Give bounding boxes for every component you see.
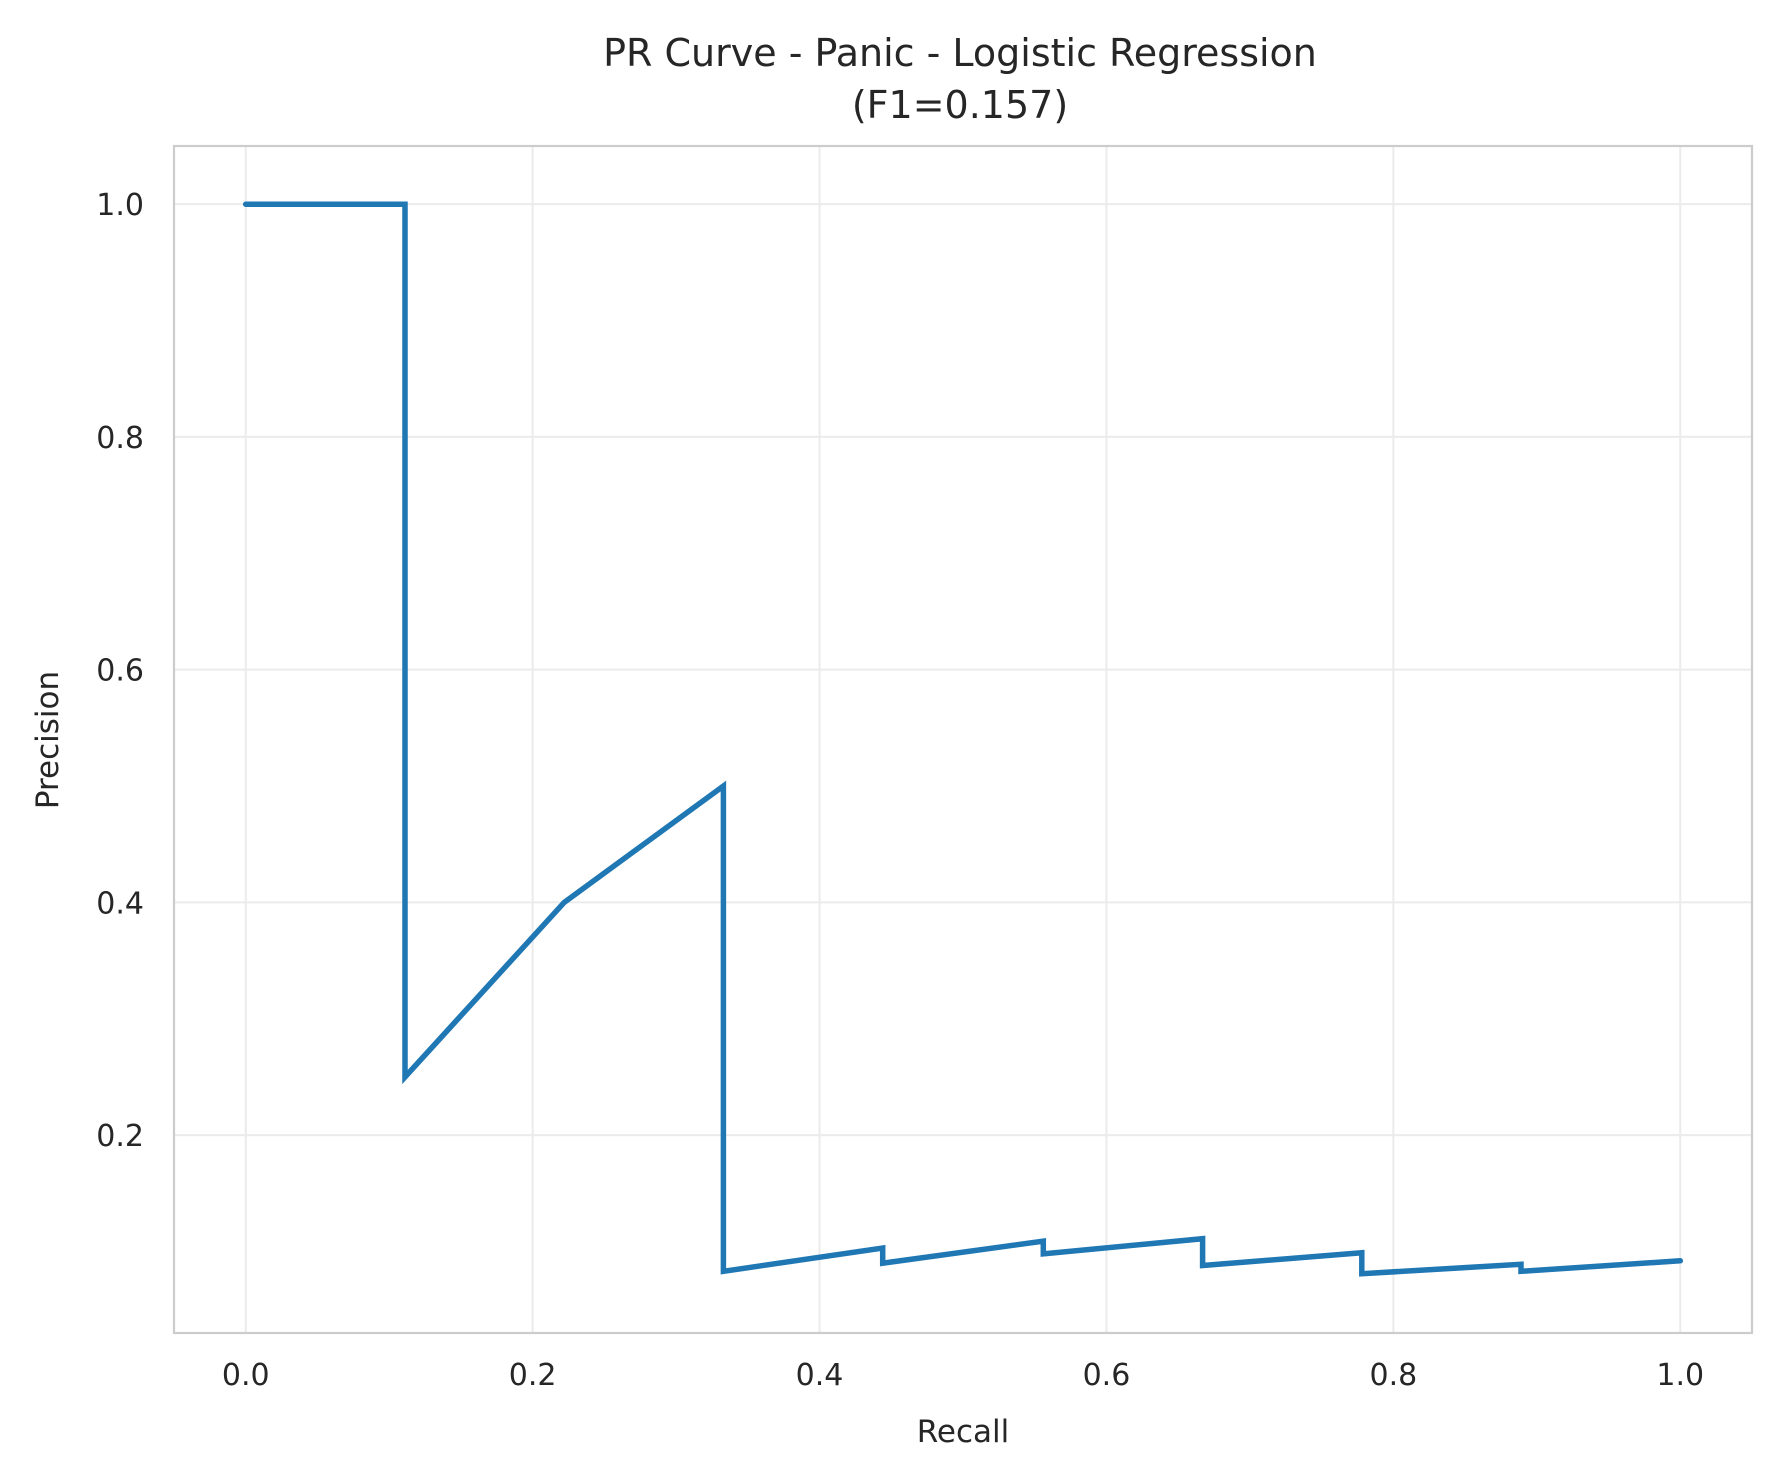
x-tick-label: 0.2 (509, 1358, 557, 1393)
series-group (242, 201, 1684, 1277)
y-tick-label: 1.0 (96, 188, 144, 223)
plot-frame (172, 144, 1754, 1335)
x-tick-label: 1.0 (1656, 1358, 1704, 1393)
grid (174, 146, 1752, 1333)
x-tick-label: 0.0 (222, 1358, 270, 1393)
y-tick-label: 0.4 (96, 886, 144, 921)
x-tick-label: 0.4 (796, 1358, 844, 1393)
y-tick-labels: 0.2 0.4 0.6 0.8 1.0 (96, 188, 144, 1154)
x-tick-label: 0.8 (1370, 1358, 1418, 1393)
y-tick-label: 0.6 (96, 654, 144, 689)
pr-curve-line (242, 201, 1684, 1277)
chart-subtitle: (F1=0.157) (852, 83, 1068, 127)
chart-title: PR Curve - Panic - Logistic Regression (603, 31, 1317, 75)
y-axis-label: Precision (30, 671, 66, 809)
y-tick-label: 0.2 (96, 1119, 144, 1154)
y-tick-label: 0.8 (96, 421, 144, 456)
x-tick-label: 0.6 (1083, 1358, 1131, 1393)
x-tick-labels: 0.0 0.2 0.4 0.6 0.8 1.0 (222, 1358, 1704, 1393)
x-axis-label: Recall (917, 1414, 1010, 1450)
